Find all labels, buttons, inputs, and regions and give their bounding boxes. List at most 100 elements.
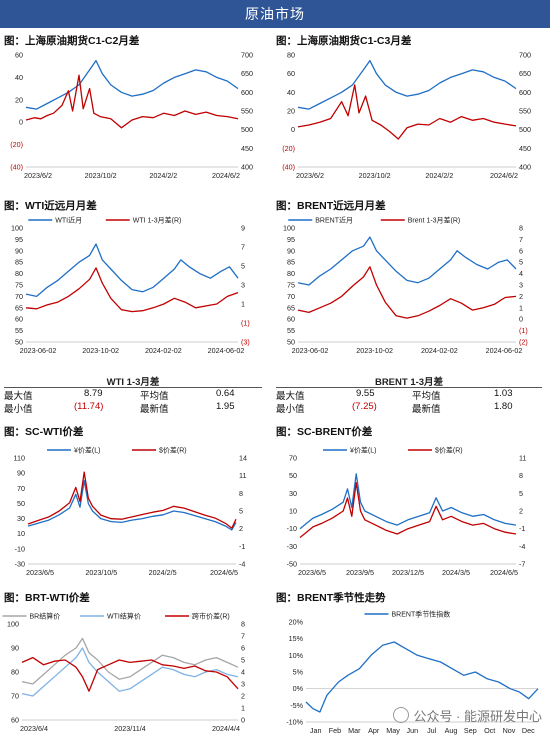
y-tick-label-left: 55 <box>15 326 23 335</box>
y-tick-label-right: (3) <box>241 338 250 347</box>
y-tick-label-left: 60 <box>15 315 23 324</box>
y-tick-label-left: 65 <box>287 303 295 312</box>
y-tick-label-left: 0 <box>19 118 23 127</box>
x-tick-label: Dec <box>522 726 535 735</box>
y-tick-label-right: 2 <box>241 692 245 701</box>
y-tick-label-right: (1) <box>241 319 250 328</box>
chart-title: 图：BRENT近远月月差 <box>276 200 386 212</box>
chart-title: 图：BRENT季节性走势 <box>276 592 386 604</box>
chart-sc-wti: 图：SC-WTI价差 ¥价差(L) $价差(R) 110 90 70 50 30 10 -10 -… <box>4 424 266 584</box>
x-tick-label: 2024/2/2 <box>149 171 177 180</box>
y-tick-label-left: 70 <box>15 292 23 301</box>
y-tick-label-right: -1 <box>519 524 525 533</box>
legend-label: BRENT近月 <box>315 216 353 225</box>
x-tick-label: 2023-06-02 <box>20 346 57 355</box>
y-tick-label-right: 1 <box>241 300 245 309</box>
series-line <box>299 473 517 530</box>
x-tick-label: Jul <box>427 726 437 735</box>
y-tick-label-left: 80 <box>287 269 295 278</box>
legend-label: 跨市价差(R) <box>192 612 230 621</box>
y-tick-label-right: 9 <box>241 224 245 233</box>
y-tick-label-left: 90 <box>15 246 23 255</box>
legend-label: BRENT季节性指数 <box>392 610 451 619</box>
y-tick-label-right: 600 <box>519 88 531 97</box>
y-tick-label-left: 70 <box>11 692 19 701</box>
y-tick-label-left: -10 <box>15 544 25 553</box>
series-line <box>25 267 239 313</box>
wti-stats-table: WTI 1-3月差 最大值 8.79 平均值 0.64 最小值 (11.74) … <box>4 374 262 416</box>
y-tick-label-right: 7 <box>241 632 245 641</box>
y-tick-label-left: (20) <box>10 140 23 149</box>
legend-label: $价差(R) <box>159 446 187 455</box>
chart-scwti-svg: ¥价差(L) $价差(R) 110 90 70 50 30 10 -10 -30 14 11 8 5 2 -1… <box>14 446 247 578</box>
stats-row: 最大值 9.55 平均值 1.03 <box>276 388 542 402</box>
chart-wti-svg: WTI近月 WTI 1-3月差(R)10095908580757065605550… <box>11 216 250 356</box>
x-tick-label: 2023-10-02 <box>356 346 393 355</box>
y-tick-label-right: 7 <box>519 235 523 244</box>
chart-c1c2: 图：上海原油期货C1-C2月差 60 40 20 0 (20) (40) 700 650 600… <box>4 33 266 193</box>
chart-brent-spread: 图：BRENT近远月月差 BRENT近月 Brent 1-3月差(R) 100 95 9… <box>276 198 546 368</box>
series-line <box>21 656 239 692</box>
y-tick-label-left: -10 <box>287 524 297 533</box>
x-tick-label: Apr <box>368 726 380 735</box>
y-tick-label-left: 0 <box>291 125 295 134</box>
stat-value: (7.25) <box>352 401 377 412</box>
x-tick-label: 2023/6/4 <box>20 724 48 733</box>
legend-label: Brent 1-3月差(R) <box>408 216 461 225</box>
y-tick-label-left: -30 <box>15 560 25 569</box>
watermark-text: 公众号 · 能源研发中心 <box>413 709 542 724</box>
x-tick-label: Sep <box>464 726 477 735</box>
x-tick-label: 2023/11/4 <box>114 724 145 733</box>
chart-brt-wti: 图：BRT-WTI价差 BR结算价 WTI结算价 跨市价差(R) 100 90 80 70 6… <box>2 590 266 742</box>
x-tick-label: Aug <box>445 726 458 735</box>
legend-label: $价差(R) <box>435 446 463 455</box>
y-tick-label-right: 7 <box>241 243 245 252</box>
y-tick-label-right: -7 <box>519 560 525 569</box>
y-tick-label-left: 75 <box>15 281 23 290</box>
stats-row: 最小值 (11.74) 最新值 1.95 <box>4 401 262 415</box>
y-tick-label-right: 450 <box>241 144 253 153</box>
x-tick-label: 2024/6/2 <box>212 171 240 180</box>
x-tick-label: 2023/6/5 <box>26 568 54 577</box>
y-tick-label-right: 3 <box>241 281 245 290</box>
y-tick-label-right: 400 <box>241 163 253 172</box>
x-tick-label: 2024/6/5 <box>210 568 238 577</box>
x-tick-label: 2024/4/4 <box>212 724 240 733</box>
series-line <box>299 482 517 539</box>
x-tick-label: Jun <box>407 726 419 735</box>
stat-label: 最小值 <box>4 404 33 415</box>
y-tick-label-right: 5 <box>519 489 523 498</box>
y-tick-label-right: 650 <box>241 69 253 78</box>
stat-label: 平均值 <box>412 391 441 402</box>
y-tick-label-left: 100 <box>7 620 19 629</box>
watermark: 公众号 · 能源研发中心 <box>393 706 542 725</box>
stat-label: 平均值 <box>140 391 169 402</box>
y-tick-label-left: 10% <box>289 651 304 660</box>
legend-label: WTI近月 <box>55 216 82 225</box>
y-tick-label-right: 450 <box>519 144 531 153</box>
y-tick-label-left: 70 <box>289 454 297 463</box>
y-tick-label-right: -4 <box>239 560 245 569</box>
y-tick-label-right: 500 <box>241 125 253 134</box>
y-tick-label-left: 20 <box>287 107 295 116</box>
stat-label: 最小值 <box>276 404 305 415</box>
y-tick-label-right: 1 <box>241 704 245 713</box>
x-tick-label: 2023-10-02 <box>82 346 119 355</box>
x-tick-label: May <box>386 726 400 735</box>
x-tick-label: Nov <box>503 726 516 735</box>
stat-value: 0.64 <box>216 388 235 399</box>
series-line <box>297 236 517 286</box>
x-tick-label: 2024-06-02 <box>486 346 523 355</box>
x-tick-label: 2024/2/5 <box>149 568 177 577</box>
y-tick-label-left: 55 <box>287 326 295 335</box>
stat-value: 1.03 <box>494 388 513 399</box>
y-tick-label-right: 550 <box>241 107 253 116</box>
y-tick-label-right: 3 <box>241 680 245 689</box>
y-tick-label-left: -30 <box>287 542 297 551</box>
y-tick-label-left: 70 <box>287 292 295 301</box>
x-tick-label: 2024/6/2 <box>490 171 518 180</box>
y-tick-label-right: 2 <box>519 507 523 516</box>
y-tick-label-left: 80 <box>11 668 19 677</box>
series-line <box>21 647 239 697</box>
y-tick-label-left: 30 <box>17 514 25 523</box>
